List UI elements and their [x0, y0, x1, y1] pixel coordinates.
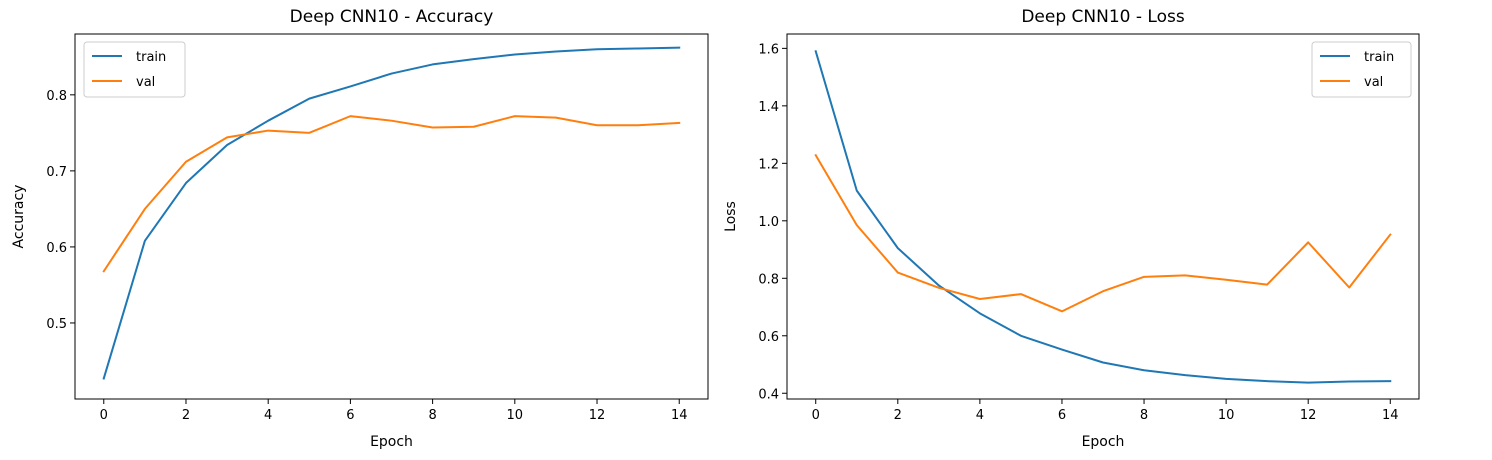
- legend-label-val: val: [1364, 75, 1383, 90]
- series-line-train: [814, 49, 1392, 384]
- y-tick-label: 1.4: [758, 100, 779, 115]
- x-tick-label: 12: [589, 408, 606, 423]
- x-tick-label: 4: [976, 408, 984, 423]
- series-line-val: [814, 153, 1392, 313]
- x-tick-label: 2: [894, 408, 902, 423]
- x-tick-label: 14: [1382, 408, 1399, 423]
- y-tick-label: 1.6: [758, 42, 779, 57]
- y-tick-label: 0.7: [46, 165, 67, 180]
- x-axis-label: Epoch: [370, 434, 413, 450]
- y-tick-label: 0.4: [758, 387, 779, 402]
- legend-label-train: train: [136, 50, 166, 65]
- series-line-val: [102, 115, 681, 273]
- y-axis-label: Loss: [723, 201, 739, 232]
- chart-title: Deep CNN10 - Loss: [1021, 7, 1185, 27]
- x-tick-label: 10: [507, 408, 524, 423]
- x-tick-label: 6: [346, 408, 354, 423]
- y-tick-label: 0.5: [46, 317, 67, 332]
- legend-box: [1311, 41, 1412, 98]
- y-tick-label: 1.0: [758, 215, 779, 230]
- x-axis-label: Epoch: [1082, 434, 1125, 450]
- y-tick-label: 1.2: [758, 157, 779, 172]
- y-tick-label: 0.6: [46, 241, 67, 256]
- plot-frame: [786, 33, 1420, 400]
- x-tick-label: 6: [1058, 408, 1066, 423]
- legend-box: [83, 41, 186, 98]
- series-line-train: [102, 46, 681, 380]
- accuracy-chart: 0 2 4 6 8 10 12 14 0.5 0.6 0.7 0.8 Deep CNN10 - Accu…: [11, 7, 709, 450]
- y-axis-label: Accuracy: [11, 185, 27, 249]
- y-tick-label: 0.8: [46, 89, 67, 104]
- x-tick-label: 14: [671, 408, 688, 423]
- y-tick-label: 0.6: [758, 330, 779, 345]
- x-tick-label: 0: [812, 408, 820, 423]
- legend-label-val: val: [136, 75, 155, 90]
- loss-chart: 0 2 4 6 8 10 12 14 0.4 0.6 0.8 1.0 1.2 1.4 1.6 Deep CNN…: [723, 7, 1420, 450]
- x-tick-label: 2: [182, 408, 190, 423]
- x-tick-label: 8: [428, 408, 436, 423]
- x-tick-label: 8: [1140, 408, 1148, 423]
- x-tick-label: 12: [1300, 408, 1317, 423]
- y-tick-label: 0.8: [758, 272, 779, 287]
- x-tick-label: 0: [100, 408, 108, 423]
- x-tick-label: 10: [1218, 408, 1235, 423]
- x-tick-label: 4: [264, 408, 272, 423]
- legend: train val: [83, 41, 186, 98]
- legend: train val: [1311, 41, 1412, 98]
- plot-frame: [74, 33, 709, 400]
- chart-title: Deep CNN10 - Accuracy: [290, 7, 494, 27]
- legend-label-train: train: [1364, 50, 1394, 65]
